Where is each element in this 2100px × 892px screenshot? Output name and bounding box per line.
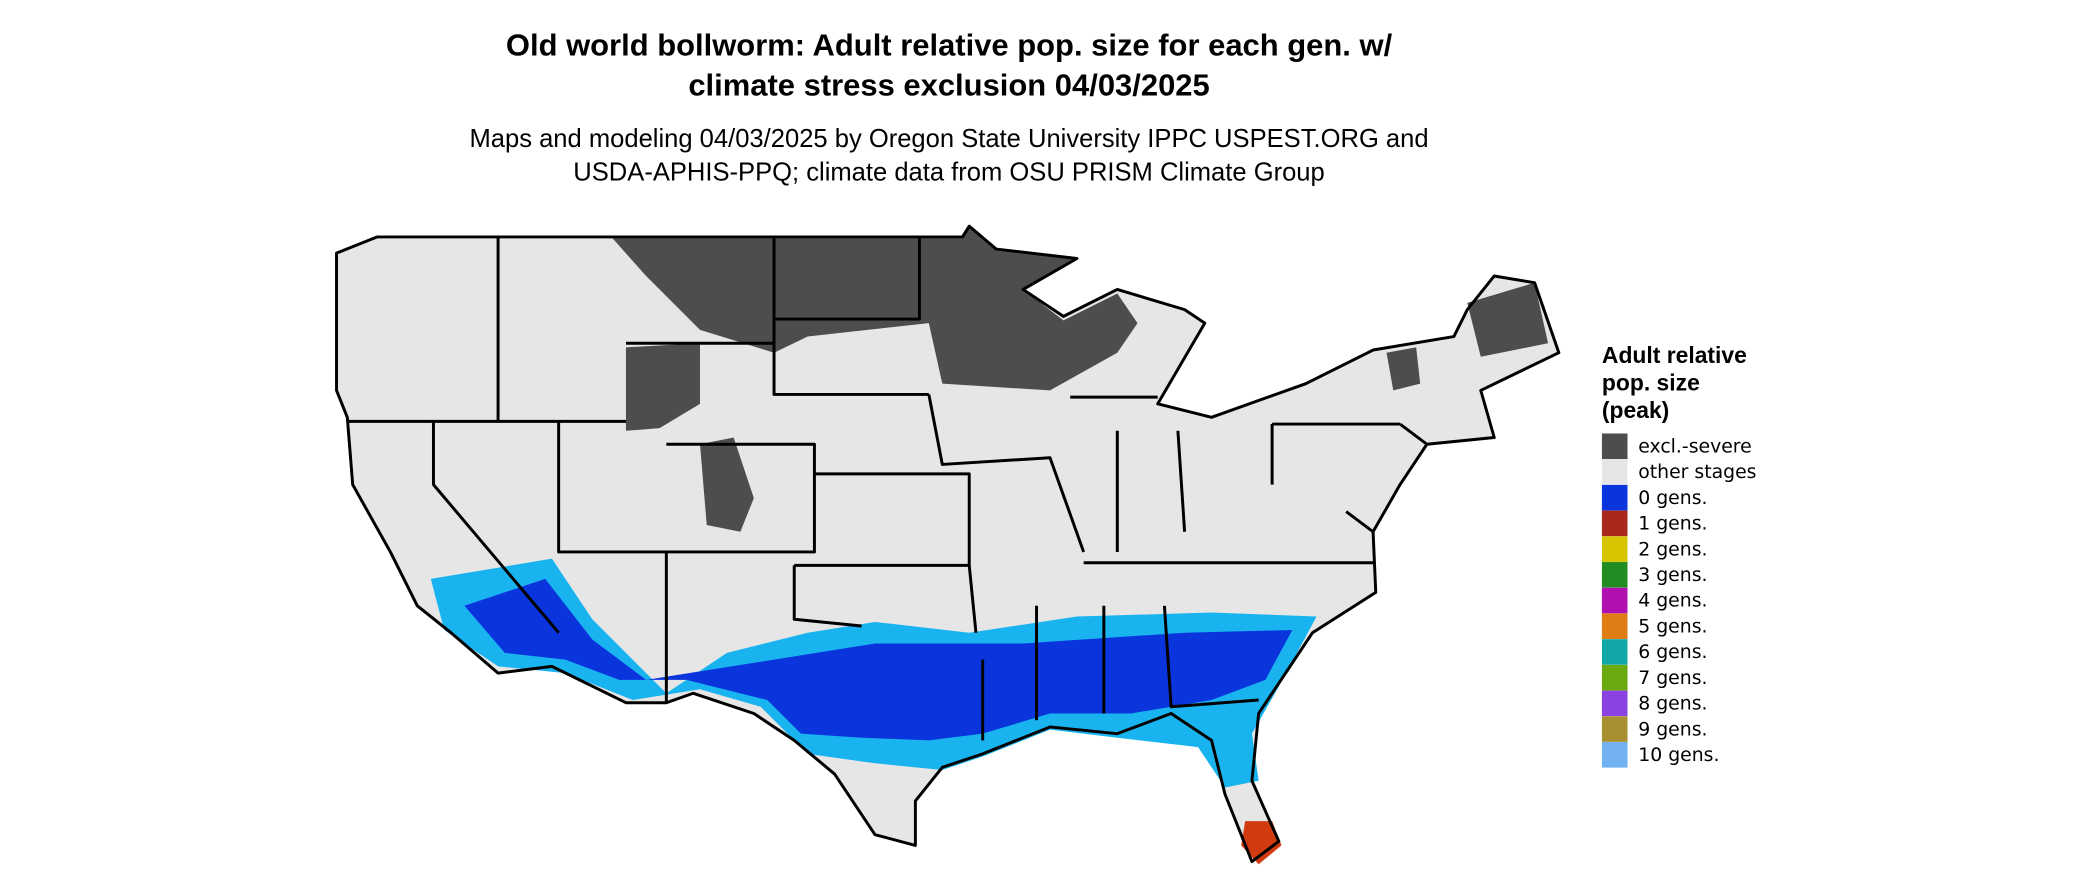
legend-label: 4 gens. — [1638, 591, 1707, 612]
state-borders — [335, 224, 1561, 864]
legend-title-line: Adult relative — [1602, 342, 1747, 368]
legend-swatch — [1601, 536, 1628, 562]
us-map — [335, 224, 1561, 865]
legend-label: 2 gens. — [1638, 539, 1707, 560]
title-line: Old world bollworm: Adult relative pop. … — [506, 27, 1393, 62]
subtitle-line: USDA-APHIS-PPQ; climate data from OSU PR… — [573, 158, 1324, 186]
legend-swatch — [1601, 716, 1628, 742]
legend-title-line: (peak) — [1602, 397, 1669, 423]
legend-label: 6 gens. — [1638, 642, 1707, 663]
legend-swatch — [1601, 742, 1628, 768]
legend-swatch — [1601, 613, 1628, 640]
excluded-region — [700, 437, 754, 532]
generation-zone — [464, 578, 1293, 741]
legend-label: 8 gens. — [1638, 694, 1707, 715]
legend-swatch — [1601, 484, 1628, 511]
legend-label: other stages — [1638, 462, 1756, 483]
legend-label: excl.-severe — [1638, 436, 1751, 457]
legend-label: 1 gens. — [1638, 514, 1707, 535]
legend-swatch — [1601, 664, 1628, 691]
generation-zone — [1241, 821, 1282, 865]
subtitle-line: Maps and modeling 04/03/2025 by Oregon S… — [469, 125, 1428, 153]
legend-label: 0 gens. — [1638, 488, 1707, 509]
legend-swatch — [1601, 639, 1628, 665]
legend-label: 3 gens. — [1638, 565, 1707, 586]
title-line: climate stress exclusion 04/03/2025 — [688, 68, 1209, 103]
excluded-region — [625, 343, 700, 431]
legend-swatch — [1601, 587, 1628, 614]
legend-label: 7 gens. — [1638, 668, 1707, 689]
legend-swatch — [1601, 510, 1628, 537]
legend-swatch — [1601, 690, 1628, 717]
legend-swatch — [1601, 562, 1628, 588]
excluded-region — [612, 226, 1138, 391]
legend-label: 9 gens. — [1638, 719, 1707, 740]
excluded-region — [1386, 282, 1549, 391]
legend-label: 5 gens. — [1638, 616, 1707, 637]
legend-title-line: pop. size — [1602, 369, 1700, 395]
legend-label: 10 gens. — [1638, 745, 1719, 766]
legend-swatch — [1601, 433, 1628, 460]
legend-swatch — [1601, 459, 1628, 485]
